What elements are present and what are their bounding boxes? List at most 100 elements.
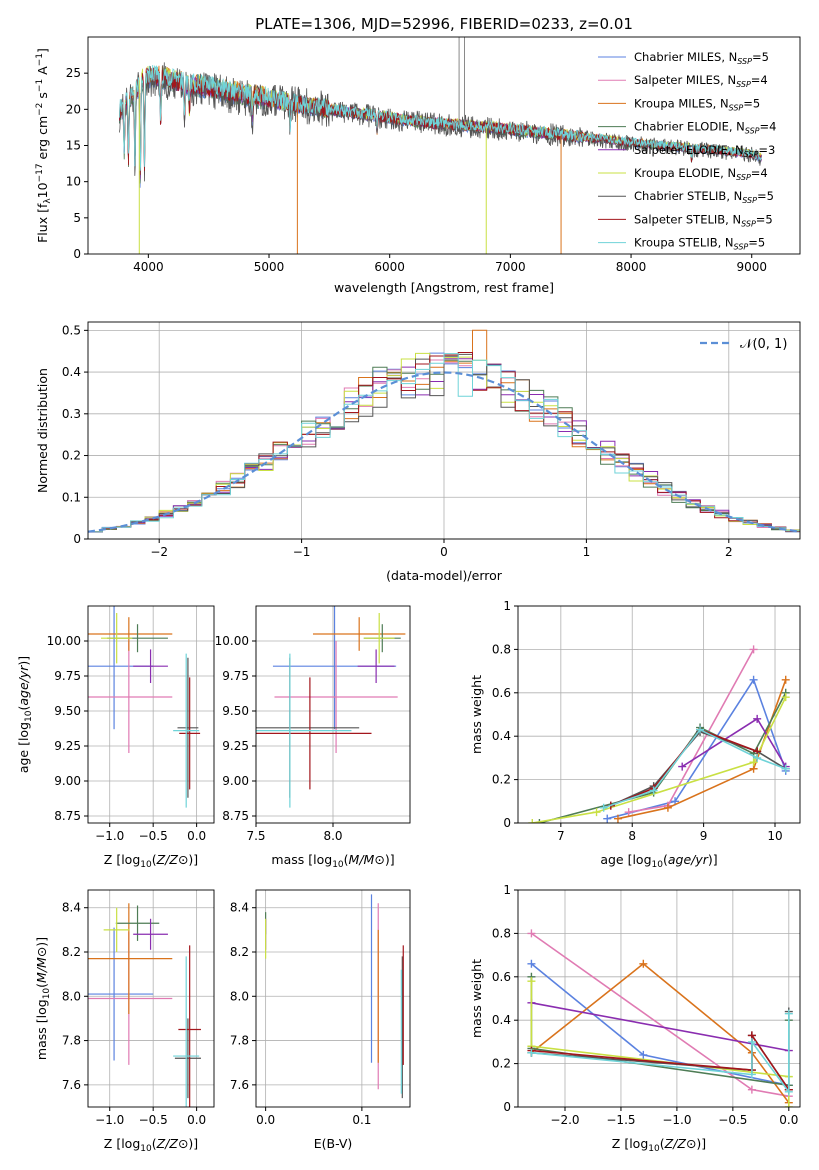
axes-frame: [517, 605, 801, 824]
y-tick-label: 0.4: [492, 1013, 511, 1027]
x-axis-label: age [log10(age/yr)]: [600, 852, 717, 870]
series-line: [530, 976, 790, 1087]
y-tick-label: 8.0: [62, 989, 81, 1003]
y-tick-label: 1: [503, 599, 511, 613]
y-tick-label: 10: [66, 175, 81, 189]
data-point-marker: [781, 693, 790, 702]
data-point-marker: [599, 803, 608, 812]
y-tick-label: 0.3: [62, 407, 81, 421]
y-axis-label: mass weight: [469, 959, 484, 1038]
x-tick-label: 7.5: [246, 829, 265, 843]
x-tick-label: 0.0: [187, 829, 206, 843]
y-tick-label: 9.75: [222, 669, 249, 683]
panel-spectrum: 4000 5000 6000 7000 8000 9000 0 5 10 15 20 25 wavele…: [35, 36, 801, 295]
x-tick-label: 9000: [736, 260, 767, 274]
x-tick-label: −1.0: [95, 1113, 124, 1127]
y-tick-label: 7.6: [62, 1078, 81, 1092]
y-tick-label: 8.75: [54, 809, 81, 823]
y-axis-label: age [log10(age/yr)]: [16, 656, 34, 773]
axes-frame: [517, 889, 801, 1108]
x-axis-label: mass [log10(M/M⊙)]: [271, 852, 394, 870]
data-point-marker: [747, 1070, 756, 1079]
panel-age-vs-Z: −1.0 −0.5 0.0 8.75 9.00 9.25 9.50 9.75 10.00 Z [l…: [16, 605, 215, 870]
x-tick-label: −2.0: [550, 1113, 579, 1127]
y-tick-label: 15: [66, 139, 81, 153]
x-axis-label: (data-model)/error: [386, 568, 503, 583]
legend-entry: 𝒩(0, 1): [740, 337, 787, 352]
y-tick-label: 8.4: [62, 901, 81, 915]
y-tick-label: 5: [73, 211, 81, 225]
x-tick-label: 0.0: [256, 1113, 275, 1127]
data-point-marker: [749, 675, 758, 684]
data-point-marker: [613, 814, 622, 823]
plot-area: [88, 606, 201, 808]
x-tick-label: 10: [767, 829, 782, 843]
plot-area: [265, 894, 404, 1099]
x-tick-label: 0.0: [187, 1113, 206, 1127]
plot-area: [256, 606, 406, 808]
y-tick-label: 9.25: [54, 739, 81, 753]
x-axis-label: E(B-V): [314, 1136, 353, 1151]
y-tick-label: 9.50: [54, 704, 81, 718]
y-tick-label: 20: [66, 102, 81, 116]
y-tick-label: 9.00: [54, 774, 81, 788]
spectrum-line: [119, 64, 762, 171]
x-tick-label: 4000: [133, 260, 164, 274]
data-point-marker: [603, 814, 612, 823]
plot-area: [527, 929, 793, 1107]
y-axis-label: mass [log10(M/M⊙)]: [34, 937, 52, 1060]
y-tick-label: 0.8: [492, 926, 511, 940]
data-point-marker: [592, 808, 601, 817]
y-tick-label: 0.2: [492, 773, 511, 787]
figure-title: PLATE=1306, MJD=52996, FIBERID=0233, z=0…: [255, 15, 633, 33]
y-tick-label: 8.4: [230, 901, 249, 915]
y-tick-label: 0.2: [62, 449, 81, 463]
y-tick-label: 0.1: [62, 490, 81, 504]
data-point-marker: [527, 1048, 536, 1057]
data-point-marker: [535, 819, 544, 823]
series-line: [531, 1002, 789, 1052]
y-tick-label: 8.0: [230, 989, 249, 1003]
x-tick-label: 8.0: [323, 829, 342, 843]
legend-entry: Salpeter STELIB, NSSP=5: [634, 212, 773, 228]
x-tick-label: 0: [440, 545, 448, 559]
data-point-marker: [639, 959, 648, 968]
data-point-marker: [781, 675, 790, 684]
x-tick-label: 0.0: [779, 1113, 798, 1127]
x-axis-label: Z [log10(Z/Z⊙)]: [104, 1136, 198, 1154]
y-tick-label: 25: [66, 66, 81, 80]
data-point-marker: [639, 1050, 648, 1059]
data-point-marker: [747, 1085, 756, 1094]
x-tick-label: 8: [628, 829, 636, 843]
y-tick-label: 1: [503, 883, 511, 897]
legend: Chabrier MILES, NSSP=5 Salpeter MILES, NS…: [598, 50, 776, 252]
axes-frame: [255, 889, 411, 1108]
data-point-marker: [678, 762, 687, 771]
x-axis-label: Z [log10(Z/Z⊙)]: [612, 1136, 706, 1154]
y-tick-label: 0.4: [492, 729, 511, 743]
plot-area: [88, 903, 201, 1107]
x-tick-label: 5000: [254, 260, 285, 274]
y-tick-label: 9.50: [222, 704, 249, 718]
y-tick-label: 0.6: [492, 686, 511, 700]
x-tick-label: −1.0: [662, 1113, 691, 1127]
legend-entry: Kroupa MILES, NSSP=5: [634, 96, 760, 112]
x-tick-label: 1: [583, 545, 591, 559]
x-axis-label: Z [log10(Z/Z⊙)]: [104, 852, 198, 870]
y-tick-label: 0.5: [62, 323, 81, 337]
gaussian-reference-curve: [88, 371, 800, 533]
data-point-marker: [527, 977, 536, 986]
y-axis-label: Flux [fλ10−17 erg cm−2 s−1 A−1]: [35, 48, 53, 243]
panel-age-vs-mass: 7.5 8.0 8.75 9.00 9.25 9.50 9.75 10.00 mass [log…: [215, 605, 411, 870]
x-tick-label: −2: [150, 545, 168, 559]
x-tick-label: 9: [700, 829, 708, 843]
panel-weight-vs-age: 7 8 9 10 0 0.2 0.4 0.6 0.8 1 age [log10(age/yr)] ma…: [469, 599, 801, 870]
x-tick-label: −0.5: [139, 829, 168, 843]
x-tick-label: −1.5: [606, 1113, 635, 1127]
y-tick-label: 0: [503, 816, 511, 830]
data-point-marker: [784, 1087, 793, 1096]
data-point-marker: [749, 758, 758, 767]
y-tick-label: 0: [73, 532, 81, 546]
panel-mass-vs-Z: −1.0 −0.5 0.0 7.6 7.8 8.0 8.2 8.4 Z [log10(Z/Z⊙)…: [34, 889, 215, 1154]
